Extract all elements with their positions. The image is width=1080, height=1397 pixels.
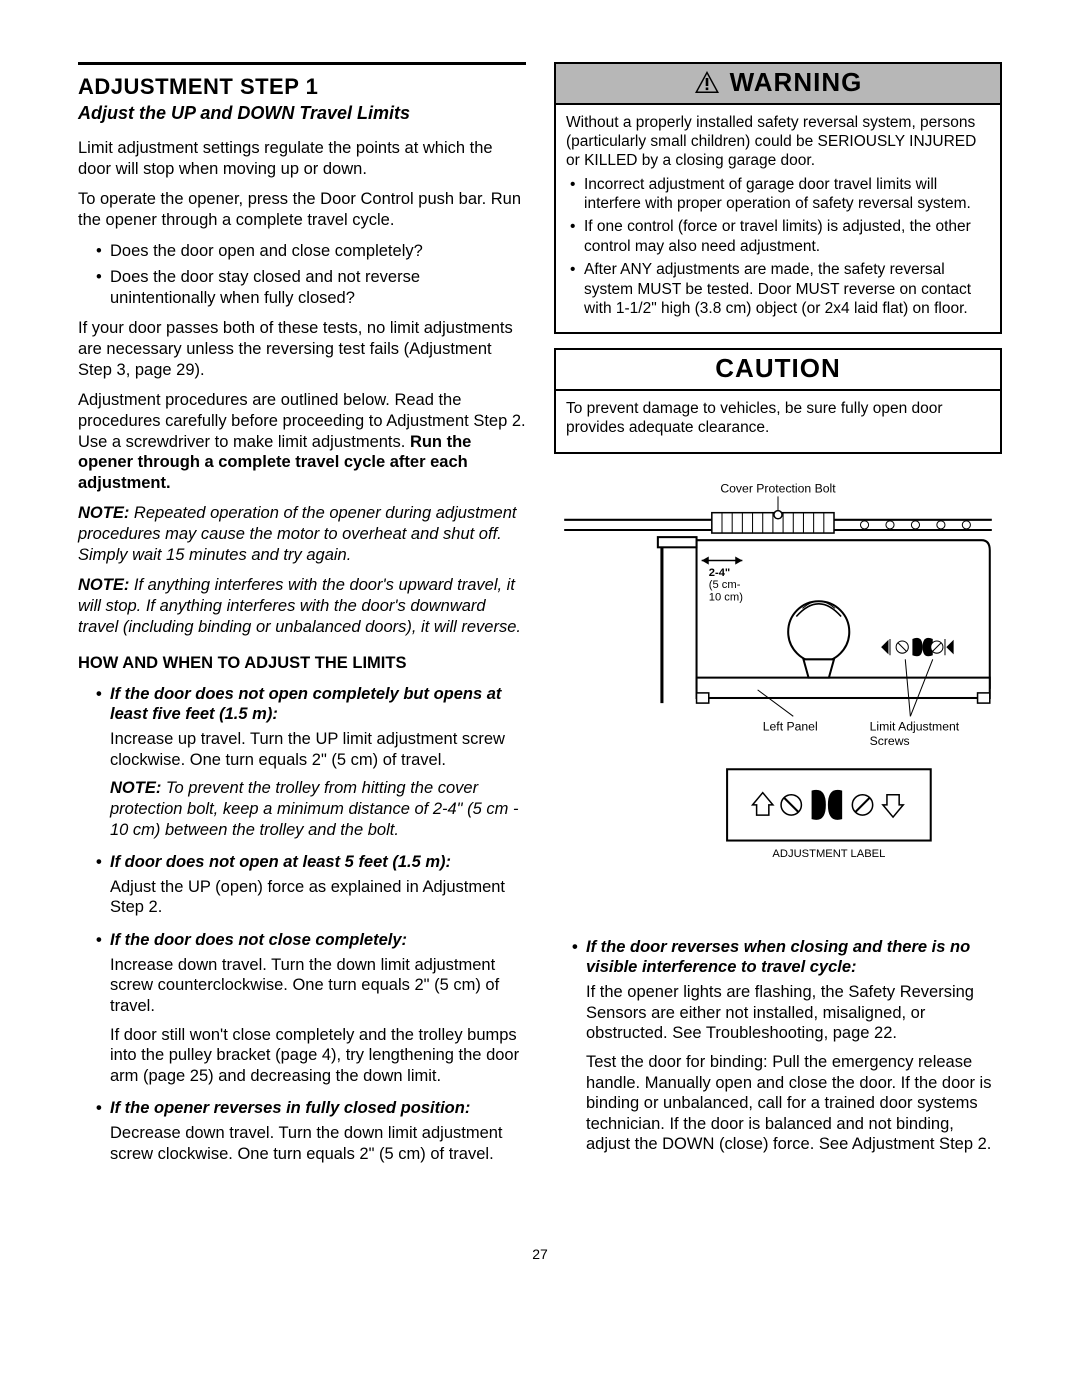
page-columns: ADJUSTMENT STEP 1 Adjust the UP and DOWN… — [78, 62, 1002, 1176]
diagram-label-screws-l1: Limit Adjustment — [870, 719, 960, 733]
item-title: If the door does not close completely: — [110, 930, 526, 951]
warning-title: WARNING — [730, 66, 863, 99]
note-paragraph: NOTE: If anything interferes with the do… — [78, 575, 526, 637]
list-item: Does the door open and close completely? — [96, 241, 526, 262]
paragraph: Test the door for binding: Pull the emer… — [586, 1052, 1002, 1155]
note-body: To prevent the trolley from hitting the … — [110, 779, 518, 838]
note-body: If anything interferes with the door's u… — [78, 576, 521, 635]
paragraph: Increase down travel. Turn the down limi… — [110, 955, 526, 1017]
note-label: NOTE: — [78, 576, 129, 594]
divider — [78, 62, 526, 65]
list-item: If door does not open at least 5 feet (1… — [96, 852, 526, 918]
list-item: If the opener reverses in fully closed p… — [96, 1098, 526, 1164]
paragraph: Adjustment procedures are outlined below… — [78, 390, 526, 493]
list-item: If one control (force or travel limits) … — [570, 217, 990, 256]
step-subtitle: Adjust the UP and DOWN Travel Limits — [78, 103, 526, 125]
paragraph: Increase up travel. Turn the UP limit ad… — [110, 729, 526, 770]
list-item: After ANY adjustments are made, the safe… — [570, 260, 990, 318]
note-paragraph: NOTE: Repeated operation of the opener d… — [78, 503, 526, 565]
note-paragraph: NOTE: To prevent the trolley from hittin… — [110, 778, 526, 840]
check-list: Does the door open and close completely?… — [78, 241, 526, 309]
list-item: If the door does not open completely but… — [96, 684, 526, 840]
opener-diagram: Cover Protection Bolt — [554, 474, 1002, 907]
diagram-label-left-panel: Left Panel — [763, 719, 818, 733]
paragraph: To prevent damage to vehicles, be sure f… — [566, 399, 990, 438]
warning-list: Incorrect adjustment of garage door trav… — [566, 175, 990, 319]
item-title: If the opener reverses in fully closed p… — [110, 1098, 526, 1119]
list-item: Does the door stay closed and not revers… — [96, 267, 526, 308]
list-item: Incorrect adjustment of garage door trav… — [570, 175, 990, 214]
caution-header: CAUTION — [556, 350, 1000, 391]
intro-paragraph: To operate the opener, press the Door Co… — [78, 189, 526, 230]
item-title: If door does not open at least 5 feet (1… — [110, 852, 526, 873]
warning-body: Without a properly installed safety reve… — [556, 105, 1000, 333]
howto-list-right: If the door reverses when closing and th… — [554, 937, 1002, 1155]
diagram-dim-sub1: (5 cm- — [709, 579, 741, 591]
paragraph: If the opener lights are flashing, the S… — [586, 982, 1002, 1044]
paragraph: Without a properly installed safety reve… — [566, 113, 990, 171]
right-column: WARNING Without a properly installed saf… — [554, 62, 1002, 1176]
item-title: If the door reverses when closing and th… — [586, 937, 1002, 978]
list-item: If the door does not close completely: I… — [96, 930, 526, 1086]
page-number: 27 — [78, 1246, 1002, 1264]
left-column: ADJUSTMENT STEP 1 Adjust the UP and DOWN… — [78, 62, 526, 1176]
diagram-label-screws-l2: Screws — [870, 733, 910, 747]
step-title: ADJUSTMENT STEP 1 — [78, 73, 526, 101]
diagram-label-adjustment: ADJUSTMENT LABEL — [772, 847, 885, 859]
warning-icon — [694, 70, 720, 94]
subheading: HOW AND WHEN TO ADJUST THE LIMITS — [78, 653, 526, 674]
note-label: NOTE: — [110, 779, 161, 797]
caution-box: CAUTION To prevent damage to vehicles, b… — [554, 348, 1002, 453]
diagram-dim-label: 2-4" — [709, 566, 730, 578]
item-title: If the door does not open completely but… — [110, 684, 526, 725]
paragraph: If door still won't close completely and… — [110, 1025, 526, 1087]
caution-body: To prevent damage to vehicles, be sure f… — [556, 391, 1000, 452]
warning-box: WARNING Without a properly installed saf… — [554, 62, 1002, 334]
diagram-dim-sub2: 10 cm) — [709, 591, 743, 603]
howto-list: If the door does not open completely but… — [78, 684, 526, 1165]
warning-header: WARNING — [556, 64, 1000, 105]
diagram-label-cover-bolt: Cover Protection Bolt — [720, 481, 836, 495]
list-item: If the door reverses when closing and th… — [572, 937, 1002, 1155]
paragraph: If your door passes both of these tests,… — [78, 318, 526, 380]
note-body: Repeated operation of the opener during … — [78, 504, 516, 563]
note-label: NOTE: — [78, 504, 129, 522]
paragraph: Decrease down travel. Turn the down limi… — [110, 1123, 526, 1164]
diagram-svg: Cover Protection Bolt — [554, 474, 1002, 902]
intro-paragraph: Limit adjustment settings regulate the p… — [78, 138, 526, 179]
paragraph: Adjust the UP (open) force as explained … — [110, 877, 526, 918]
